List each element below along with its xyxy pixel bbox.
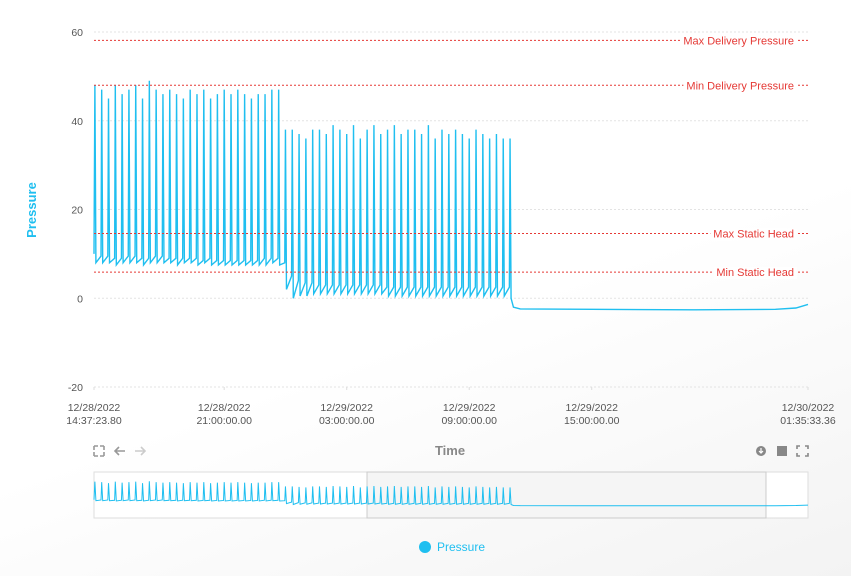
y-tick-label: 40 <box>71 116 83 128</box>
x-tick-label-line: 14:37:23.80 <box>66 415 122 427</box>
forward-icon[interactable] <box>135 446 147 456</box>
x-tick-label: 12/30/2022 01:35:33.36 <box>780 402 836 427</box>
y-tick-label: 60 <box>71 27 83 39</box>
x-tick-label: 12/29/2022 15:00:00.00 <box>564 402 620 427</box>
image-icon[interactable] <box>777 446 787 456</box>
legend-marker[interactable] <box>419 541 431 553</box>
zoom-reset-icon[interactable] <box>93 445 105 457</box>
back-icon[interactable] <box>113 446 125 456</box>
reference-label: Max Static Head <box>713 228 794 240</box>
x-tick-label-line: 12/28/2022 <box>198 402 251 414</box>
reference-label-bg <box>710 228 797 241</box>
y-axis-title: Pressure <box>24 182 39 238</box>
toolbar-left[interactable] <box>93 445 147 457</box>
x-tick-label: 12/28/2022 21:00:00.00 <box>196 402 252 427</box>
fullscreen-icon[interactable] <box>796 445 809 457</box>
x-tick-label-line: 12/28/2022 <box>68 402 121 414</box>
series-line <box>93 80 809 311</box>
x-tick-label-line: 12/29/2022 <box>565 402 618 414</box>
x-tick-label: 12/29/2022 03:00:00.00 <box>319 402 375 427</box>
x-tick-label-line: 21:00:00.00 <box>196 415 252 427</box>
navigator-selection[interactable] <box>366 471 767 519</box>
reference-label: Min Static Head <box>716 267 794 279</box>
navigator-line <box>93 481 809 507</box>
reference-label: Min Delivery Pressure <box>686 80 794 92</box>
y-tick-label: 0 <box>77 293 83 305</box>
x-tick-label-line: 15:00:00.00 <box>564 415 620 427</box>
x-tick-label-line: 12/29/2022 <box>320 402 373 414</box>
download-arrow <box>758 448 764 454</box>
toolbar-right[interactable] <box>756 445 809 457</box>
legend-label[interactable]: Pressure <box>437 540 485 554</box>
reference-label-bg <box>713 267 797 280</box>
x-tick-label-line: 01:35:33.36 <box>780 415 836 427</box>
x-axis-title: Time <box>435 443 465 458</box>
x-tick-label-line: 12/30/2022 <box>782 402 835 414</box>
y-tick-label: 20 <box>71 205 83 217</box>
x-tick-label-line: 03:00:00.00 <box>319 415 375 427</box>
reference-label: Max Delivery Pressure <box>683 35 794 47</box>
x-tick-label-line: 12/29/2022 <box>443 402 496 414</box>
x-tick-label: 12/28/2022 14:37:23.80 <box>66 402 122 427</box>
reference-label-bg <box>680 35 797 48</box>
x-tick-label: 12/29/2022 09:00:00.00 <box>441 402 497 427</box>
y-tick-label: -20 <box>68 382 83 394</box>
x-tick-label-line: 09:00:00.00 <box>441 415 497 427</box>
reference-label-bg <box>683 80 797 93</box>
